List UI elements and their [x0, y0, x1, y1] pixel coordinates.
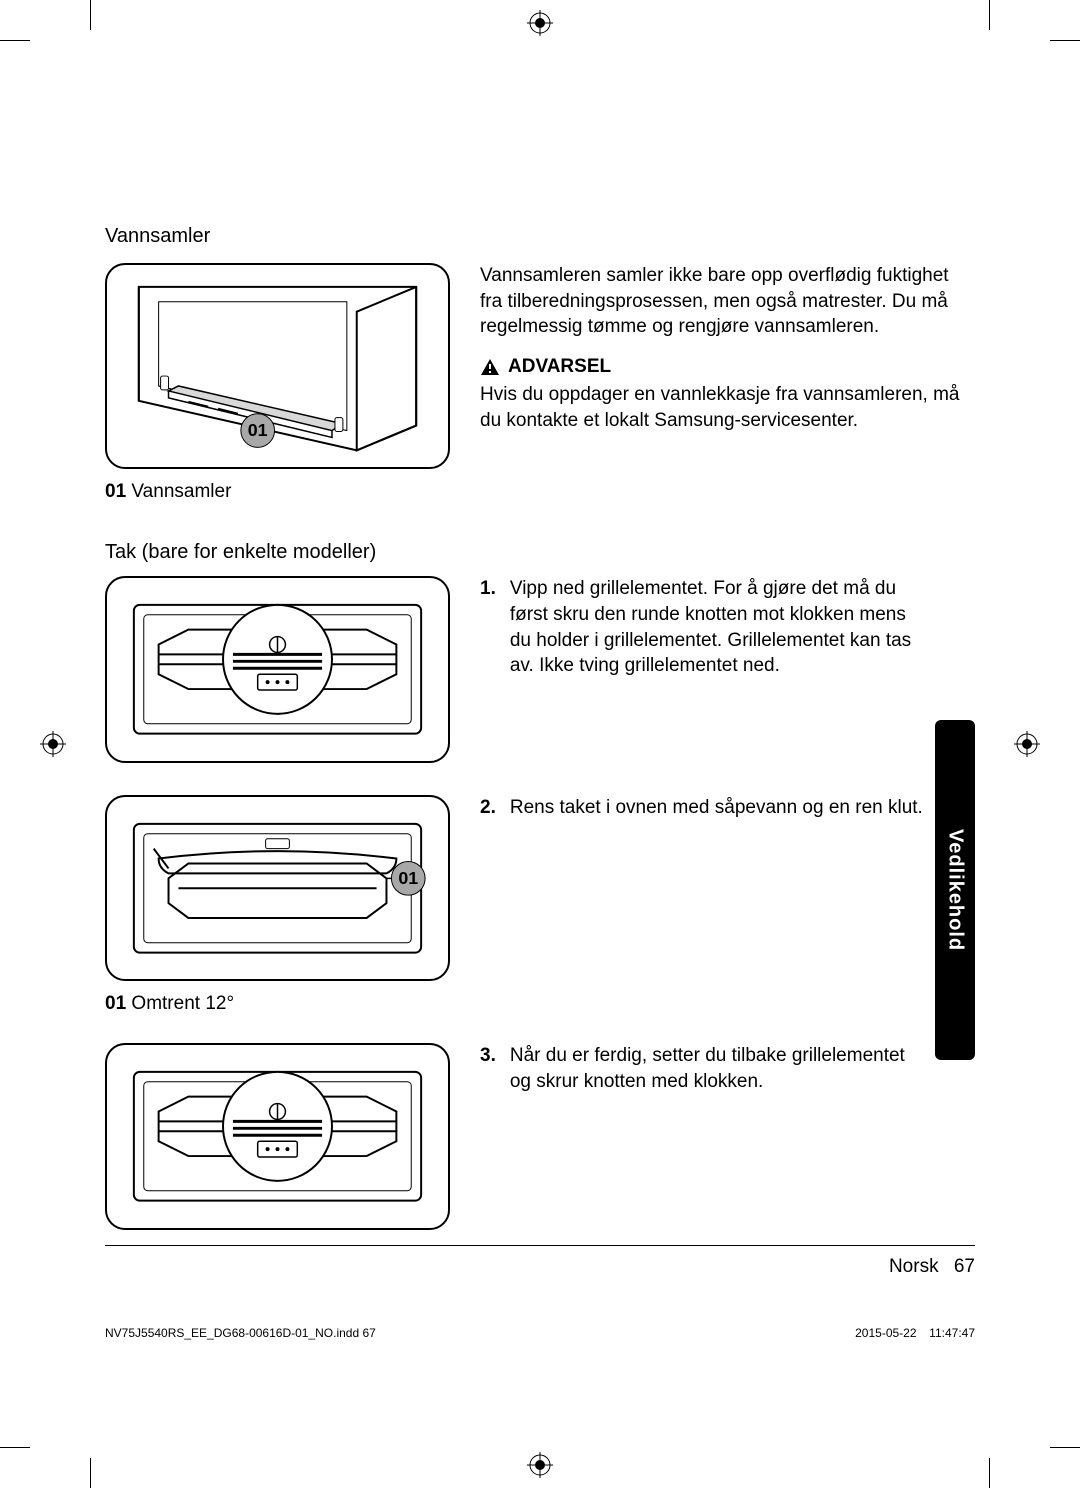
svg-text:01: 01: [248, 420, 268, 440]
step2-number: 2.: [480, 795, 496, 821]
side-tab-label: Vedlikehold: [944, 829, 967, 951]
figure-vannsamler-caption: 01 Vannsamler: [105, 481, 450, 503]
vannsamler-figure-col: 01 01 Vannsamler: [105, 263, 450, 511]
caption-number: 01: [105, 481, 126, 502]
step2-item: 2. Rens taket i ovnen med såpevann og en…: [480, 795, 925, 821]
step1-item: 1. Vipp ned grillelementet. For å gjøre …: [480, 576, 925, 679]
side-tab-vedlikehold: Vedlikehold: [935, 720, 975, 1060]
trim-line: [989, 0, 990, 30]
step1-row: 1. Vipp ned grillelementet. For å gjøre …: [105, 576, 975, 775]
vannsamler-text-col: Vannsamleren samler ikke bare opp overfl…: [480, 263, 975, 511]
warning-label: ADVARSEL: [508, 356, 611, 378]
vannsamler-row: 01 01 Vannsamler Vannsamleren samler ikk…: [105, 263, 975, 511]
trim-line: [1050, 40, 1080, 41]
step2-figure-col: 01 01 Omtrent 12°: [105, 795, 450, 1024]
trim-line: [90, 0, 91, 30]
warning-icon: [480, 358, 500, 376]
step3-row: 3. Når du er ferdig, setter du tilbake g…: [105, 1043, 975, 1242]
indd-metadata: NV75J5540RS_EE_DG68-00616D-01_NO.indd 67…: [105, 1326, 975, 1340]
step1-text: Vipp ned grillelementet. For å gjøre det…: [510, 576, 925, 679]
page-content: Vannsamler: [105, 225, 975, 1262]
footer-page-number: 67: [954, 1256, 975, 1277]
registration-mark-right: [1014, 731, 1040, 757]
warning-heading: ADVARSEL: [480, 356, 975, 378]
svg-text:01: 01: [398, 868, 418, 888]
figure-step2: 01: [105, 795, 450, 982]
step1-text-col: 1. Vipp ned grillelementet. For å gjøre …: [480, 576, 975, 689]
step2-row: 01 01 Omtrent 12° 2. Rens taket i ovnen …: [105, 795, 975, 1024]
caption-text: Omtrent 12°: [131, 993, 234, 1014]
step2-text: Rens taket i ovnen med såpevann og en re…: [510, 795, 923, 821]
figure-step1: [105, 576, 450, 763]
trim-line: [0, 40, 30, 41]
step1-number: 1.: [480, 576, 496, 679]
step3-item: 3. Når du er ferdig, setter du tilbake g…: [480, 1043, 925, 1094]
registration-mark-top: [527, 10, 553, 36]
registration-mark-left: [40, 731, 66, 757]
section-title-tak: Tak (bare for enkelte modeller): [105, 541, 975, 564]
caption-number: 01: [105, 993, 126, 1014]
trim-line: [0, 1447, 30, 1448]
figure-vannsamler: 01: [105, 263, 450, 469]
step3-figure-col: [105, 1043, 450, 1242]
indd-timestamp: 2015-05-22 11:47:47: [855, 1326, 975, 1340]
registration-mark-bottom: [527, 1452, 553, 1478]
indd-file: NV75J5540RS_EE_DG68-00616D-01_NO.indd 67: [105, 1326, 376, 1340]
step3-text: Når du er ferdig, setter du tilbake gril…: [510, 1043, 925, 1094]
trim-line: [989, 1458, 990, 1488]
step2-text-col: 2. Rens taket i ovnen med såpevann og en…: [480, 795, 975, 831]
caption-text: Vannsamler: [131, 481, 231, 502]
step3-number: 3.: [480, 1043, 496, 1094]
step3-text-col: 3. Når du er ferdig, setter du tilbake g…: [480, 1043, 975, 1104]
figure-step2-caption: 01 Omtrent 12°: [105, 993, 450, 1015]
page-footer: Norsk 67: [105, 1245, 975, 1278]
intro-text: Vannsamleren samler ikke bare opp overfl…: [480, 263, 975, 340]
step1-figure-col: [105, 576, 450, 775]
section-title-vannsamler: Vannsamler: [105, 225, 975, 248]
footer-language: Norsk: [889, 1256, 939, 1277]
trim-line: [90, 1458, 91, 1488]
trim-line: [1050, 1447, 1080, 1448]
warning-text: Hvis du oppdager en vannlekkasje fra van…: [480, 382, 975, 433]
figure-step3: [105, 1043, 450, 1230]
